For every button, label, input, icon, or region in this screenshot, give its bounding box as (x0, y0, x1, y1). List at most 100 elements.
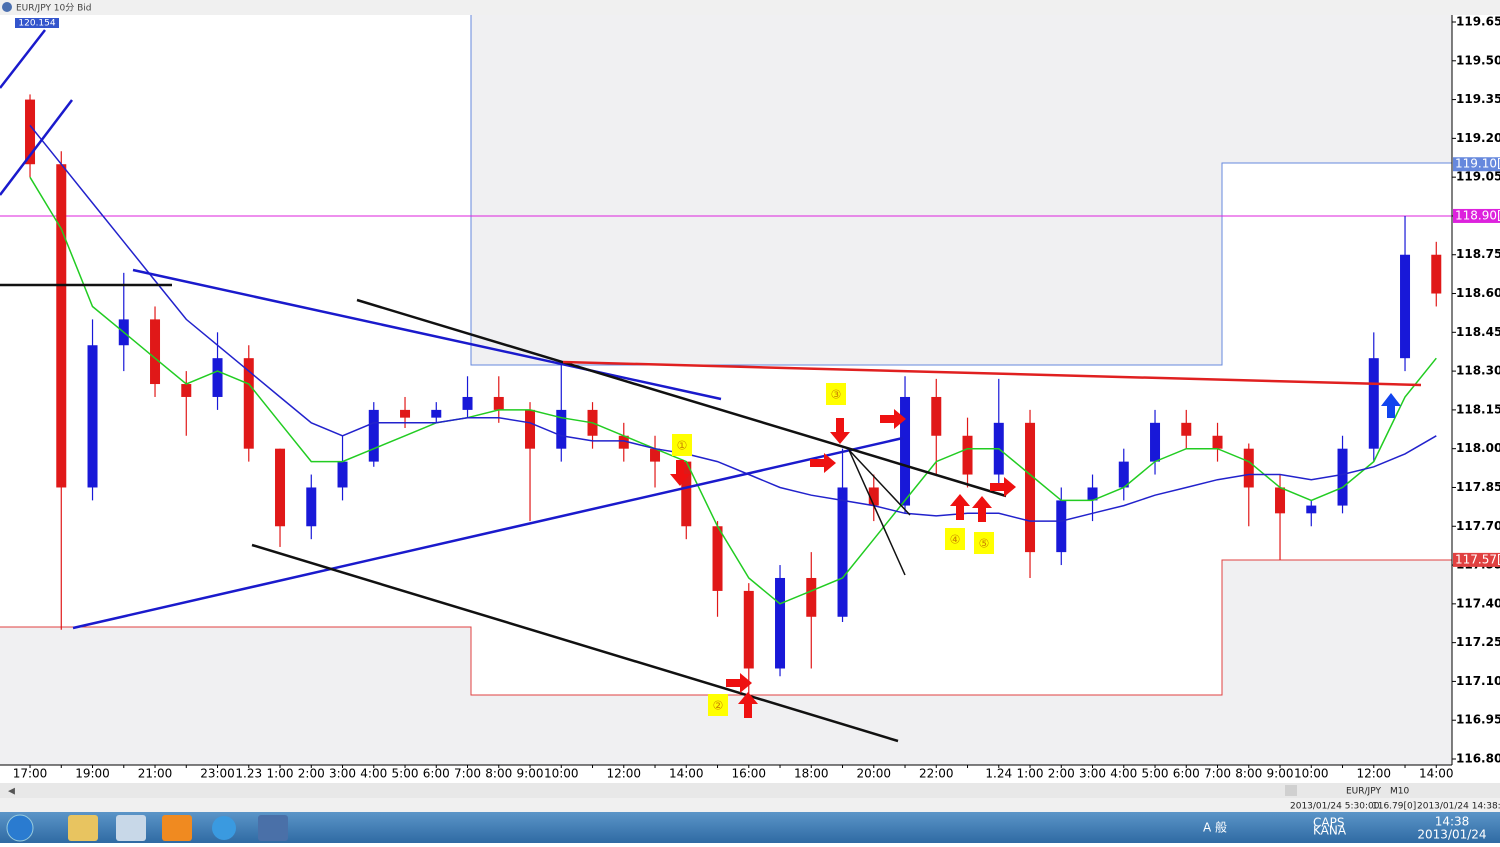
candle-body (962, 435, 973, 475)
candle-body (1431, 254, 1442, 294)
taskbar-icon[interactable] (68, 815, 98, 841)
annotations: ① ② ③ ④ ⑤ (672, 383, 994, 716)
candle-body (1118, 461, 1129, 488)
candle-body (868, 487, 879, 506)
ime-indicator[interactable]: A 般 (1203, 820, 1227, 835)
trend-line (0, 29, 46, 89)
candle-body (712, 526, 723, 591)
support-border (0, 559, 1452, 696)
x-tick-label: 22:00 (919, 767, 954, 781)
x-tick-label: 1:00 (267, 767, 294, 781)
x-tick-label: 8:00 (485, 767, 512, 781)
candle-body (150, 319, 161, 385)
scrollbar[interactable] (0, 783, 1500, 798)
candle-body (775, 577, 786, 669)
taskbar-icon[interactable] (116, 815, 146, 841)
arrow-right (990, 477, 1016, 497)
clock-time[interactable]: 14:38 (1435, 815, 1470, 829)
arrow-up (950, 494, 970, 520)
trend-lines (0, 29, 1422, 743)
moving-average (29, 176, 1437, 605)
y-tick-label: 116.95 (1456, 713, 1500, 727)
taskbar-icon[interactable] (162, 815, 192, 841)
x-tick-label: 12:00 (1356, 767, 1391, 781)
toolbar-period[interactable]: M10 (1390, 787, 1409, 797)
scroll-thumb[interactable] (1285, 785, 1297, 796)
arrow-right (726, 673, 752, 693)
x-tick-label: 3:00 (329, 767, 356, 781)
x-tick-label: 6:00 (423, 767, 450, 781)
taskbar (0, 812, 1500, 843)
x-tick-label: 10:00 (1294, 767, 1329, 781)
y-tick-label: 116.80 (1456, 752, 1500, 766)
y-tick-label: 117.10 (1456, 674, 1500, 688)
x-tick-label: 7:00 (454, 767, 481, 781)
arrow-up (972, 496, 992, 522)
window-title: EUR/JPY 10分 Bid (16, 3, 92, 14)
scroll-left[interactable]: ◀ (8, 787, 15, 797)
taskbar-icon[interactable] (212, 816, 236, 840)
candle-body (1368, 358, 1379, 449)
candle-body (87, 345, 98, 488)
candle-body (1150, 422, 1161, 462)
trend-line (72, 436, 904, 630)
resistance-border (470, 15, 1452, 366)
x-tick-label: 14:00 (669, 767, 704, 781)
candle-body (212, 358, 223, 397)
y-tick-label: 117.85 (1456, 480, 1500, 494)
price-tag (1453, 552, 1500, 567)
support-zone (0, 560, 1452, 765)
clock-date[interactable]: 2013/01/24 (1417, 828, 1486, 842)
toolbar-symbol[interactable]: EUR/JPY (1346, 787, 1381, 797)
candle-body (306, 487, 317, 527)
x-tick-label: 16:00 (731, 767, 766, 781)
x-tick-label: 17:00 (13, 767, 48, 781)
price-tag (1453, 157, 1500, 172)
price-tag-label: 118.90[4 (1455, 208, 1500, 222)
candle-body (1212, 435, 1223, 449)
x-tick-label: 7:00 (1204, 767, 1231, 781)
arrow-up (738, 692, 758, 718)
title-bar (0, 0, 1500, 15)
x-tick-label: 1.24 (985, 767, 1012, 781)
x-tick-label: 2:00 (1048, 767, 1075, 781)
taskbar-icon[interactable] (258, 815, 288, 841)
moving-average (29, 124, 1437, 522)
status-bar (0, 798, 1500, 812)
y-axis-area (1452, 15, 1500, 765)
x-tick-label: 10:00 (544, 767, 579, 781)
x-tick-label: 5:00 (1142, 767, 1169, 781)
candle-body (1056, 500, 1067, 553)
y-tick-label: 118.60 (1456, 286, 1500, 300)
x-tick-label: 19:00 (75, 767, 110, 781)
status-right: 2013/01/24 14:38:06 (1417, 802, 1500, 812)
annotation: ③ (831, 388, 842, 402)
annotation: ② (713, 699, 724, 713)
candle-body (25, 99, 36, 165)
candle-body (931, 396, 942, 436)
caps-indicator: CAPS (1313, 816, 1344, 830)
x-tick-label: 4:00 (360, 767, 387, 781)
arrows (670, 409, 1016, 718)
y-tick-label: 118.15 (1456, 402, 1500, 416)
candle-body (1275, 487, 1286, 514)
trend-line (562, 360, 1422, 387)
candle-body (900, 396, 911, 506)
candle-body (1306, 505, 1317, 514)
candle-body (1243, 448, 1254, 488)
y-tick-label: 118.45 (1456, 325, 1500, 339)
x-tick-label: 23:00 (200, 767, 235, 781)
app-icon (2, 2, 12, 12)
x-tick-label: 9:00 (1267, 767, 1294, 781)
arrow-up (1381, 393, 1401, 418)
candle-body (275, 448, 286, 527)
price-tag-label: 119.10[3 (1455, 157, 1500, 171)
candle-body (806, 577, 817, 617)
candle-body (368, 409, 379, 462)
x-tick-label: 20:00 (856, 767, 891, 781)
candle-body (743, 590, 754, 669)
start-button[interactable] (6, 814, 34, 842)
candle-body (462, 396, 473, 410)
annotation: ① (677, 439, 688, 453)
